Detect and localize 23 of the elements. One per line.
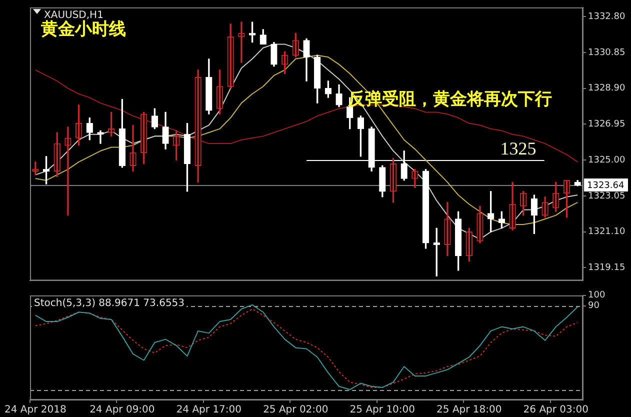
y-tick-label: 1328.90 — [588, 84, 626, 94]
y-tick-label: 1330.85 — [588, 48, 626, 58]
y-tick-label: 100 — [588, 290, 606, 301]
x-tick-label: 25 Apr 18:00 — [436, 404, 502, 416]
y-tick-label: 90 — [588, 301, 600, 312]
ref-line-label: 1323.64 — [587, 180, 624, 191]
y-tick-label: 1321.10 — [588, 227, 626, 238]
annotation: 黄金小时线 — [40, 20, 126, 40]
x-tick-label: 26 Apr 03:00 — [523, 404, 588, 416]
x-tick-label: 25 Apr 02:00 — [263, 404, 328, 416]
ref-line-label: 1325 — [500, 138, 536, 158]
candlestick — [97, 130, 104, 144]
y-tick-label: 1332.80 — [588, 12, 626, 22]
x-tick-label: 25 Apr 10:00 — [350, 404, 416, 416]
y-tick-label: 1325.00 — [588, 155, 626, 166]
chart-title: XAUUSD,H1 — [44, 10, 104, 21]
y-tick-label: 1326.95 — [588, 120, 626, 130]
chart-title: Stoch(5,3,3) 88.9671 73.6553 — [34, 298, 185, 309]
x-tick-label: 24 Apr 2018 — [4, 404, 66, 416]
x-tick-label: 24 Apr 09:00 — [90, 404, 155, 416]
y-tick-label: 1323.05 — [588, 191, 626, 202]
x-tick-label: 24 Apr 17:00 — [176, 404, 242, 416]
y-tick-label: 1319.15 — [588, 263, 626, 274]
